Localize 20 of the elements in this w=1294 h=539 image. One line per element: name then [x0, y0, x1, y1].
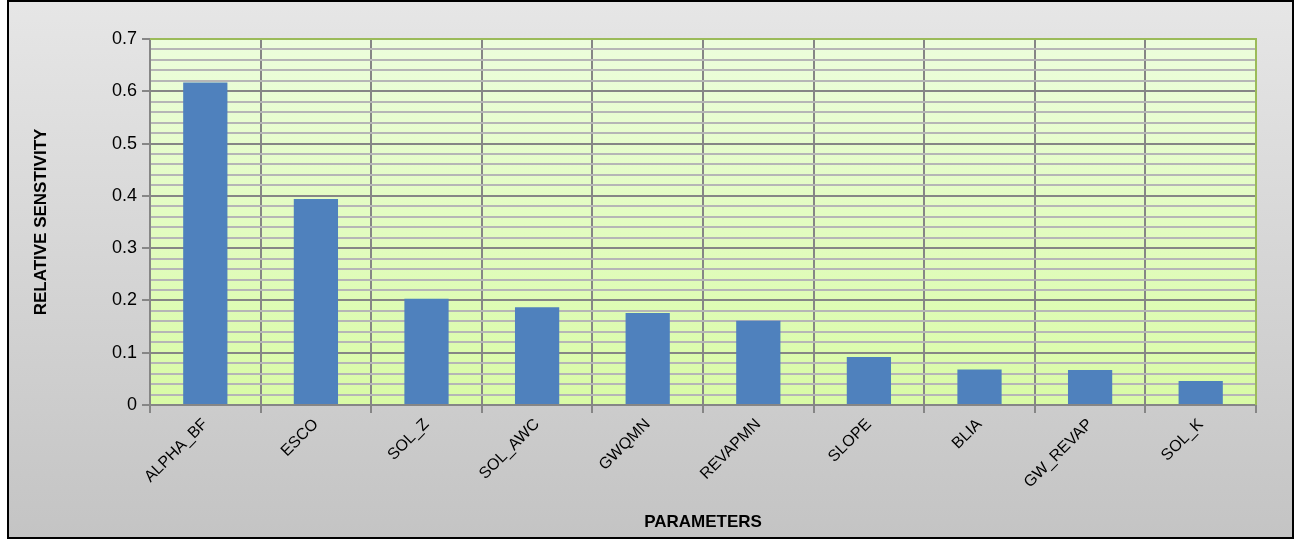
- bar: [404, 298, 449, 404]
- bar: [625, 312, 670, 404]
- bar: [957, 369, 1002, 404]
- y-tick-label: 0.7: [111, 27, 137, 48]
- y-tick-label: 0.3: [111, 237, 137, 258]
- bar: [846, 356, 892, 404]
- x-axis-title: PARAMETERS: [644, 512, 762, 532]
- y-tick-label: 0.5: [111, 132, 137, 153]
- bar: [514, 307, 560, 404]
- bar: [1067, 369, 1113, 404]
- bar: [1178, 380, 1223, 404]
- bar: [293, 198, 339, 404]
- y-tick-label: 0.2: [111, 289, 137, 310]
- y-tick-label: 0: [126, 393, 137, 414]
- bar: [183, 82, 228, 404]
- bar: [736, 320, 781, 404]
- y-tick-label: 0.1: [111, 341, 137, 362]
- y-axis-title: RELATIVE SENSTIVITY: [30, 127, 50, 316]
- y-tick-label: 0.4: [111, 184, 137, 205]
- y-tick-label: 0.6: [111, 80, 137, 101]
